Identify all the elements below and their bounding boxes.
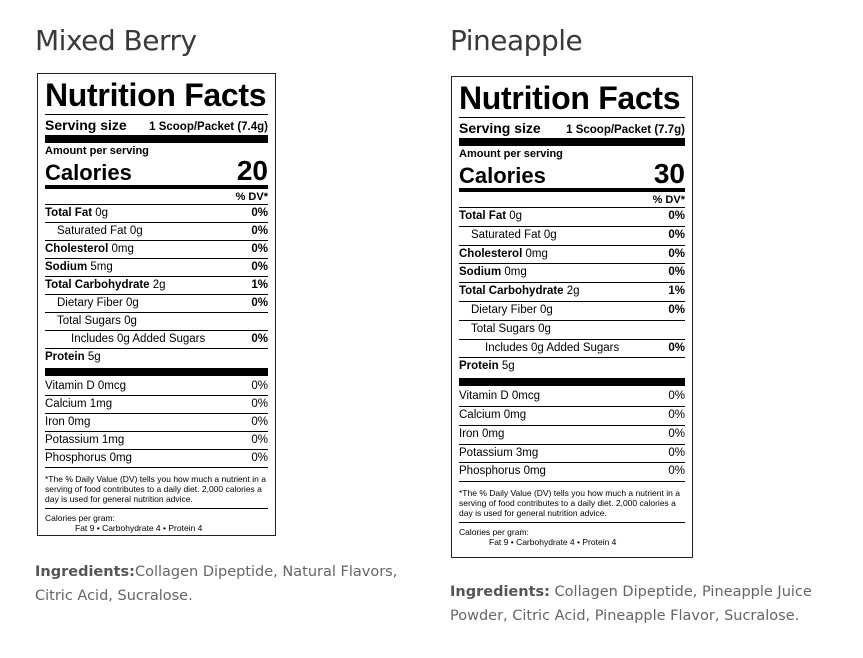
dietary-fiber-row: Dietary Fiber 0g 0%: [459, 302, 685, 321]
cholesterol-row: Cholesterol 0mg 0%: [459, 246, 685, 265]
thick-divider: [459, 138, 685, 146]
total-fat-row: Total Fat 0g 0%: [45, 205, 268, 223]
added-sugars-row: Includes 0g Added Sugars 0%: [459, 340, 685, 359]
dv-header: % DV*: [45, 190, 268, 205]
saturated-fat-row: Saturated Fat 0g 0%: [45, 223, 268, 241]
iron-row: Iron 0mg 0%: [45, 414, 268, 432]
dv-header: % DV*: [459, 193, 685, 208]
total-carbohydrate-row: Total Carbohydrate 2g 1%: [459, 283, 685, 302]
calories-per-gram: Calories per gram: Fat 9 • Carbohydrate …: [459, 527, 617, 548]
calories-row: Calories 20: [45, 155, 268, 186]
phosphorus-row: Phosphorus 0mg 0%: [45, 450, 268, 468]
product-title: Mixed Berry: [35, 24, 197, 57]
thick-divider: [45, 368, 268, 376]
medium-divider: [459, 188, 685, 192]
protein-row: Protein 5g: [459, 360, 515, 373]
calories-per-gram: Calories per gram: Fat 9 • Carbohydrate …: [45, 513, 203, 533]
iron-row: Iron 0mg 0%: [459, 426, 685, 445]
nutrition-facts-title: Nutrition Facts: [459, 80, 681, 116]
dv-footnote: *The % Daily Value (DV) tells you how mu…: [459, 488, 685, 524]
medium-divider: [45, 185, 268, 189]
total-carbohydrate-row: Total Carbohydrate 2g 1%: [45, 277, 268, 295]
total-sugars-row: Total Sugars 0g: [45, 313, 268, 331]
protein-row: Protein 5g: [45, 351, 101, 363]
phosphorus-row: Phosphorus 0mg 0%: [459, 463, 685, 483]
serving-size-row: Serving size 1 Scoop/Packet (7.7g): [459, 117, 685, 136]
vitamin-d-row: Vitamin D 0mcg 0%: [459, 388, 685, 407]
sodium-row: Sodium 5mg 0%: [45, 259, 268, 277]
nutrition-facts-title: Nutrition Facts: [45, 77, 267, 113]
ingredients-text: Ingredients: Collagen Dipeptide, Pineapp…: [450, 584, 812, 624]
total-sugars-row: Total Sugars 0g: [459, 321, 685, 340]
dietary-fiber-row: Dietary Fiber 0g 0%: [45, 295, 268, 313]
calcium-row: Calcium 1mg 0%: [45, 396, 268, 414]
product-title: Pineapple: [450, 24, 583, 57]
amount-per-serving: Amount per serving: [459, 148, 563, 160]
dv-footnote: *The % Daily Value (DV) tells you how mu…: [45, 474, 268, 509]
thick-divider: [459, 378, 685, 387]
thick-divider: [45, 135, 268, 143]
vitamin-d-row: Vitamin D 0mcg 0%: [45, 378, 268, 396]
sodium-row: Sodium 0mg 0%: [459, 264, 685, 284]
calcium-row: Calcium 0mg 0%: [459, 407, 685, 426]
nutrition-facts-label: Nutrition Facts Serving size 1 Scoop/Pac…: [37, 73, 276, 536]
amount-per-serving: Amount per serving: [45, 145, 149, 157]
total-fat-row: Total Fat 0g 0%: [459, 208, 685, 227]
potassium-row: Potassium 3mg 0%: [459, 445, 685, 464]
ingredients-text: Ingredients:Collagen Dipeptide, Natural …: [35, 564, 398, 604]
potassium-row: Potassium 1mg 0%: [45, 432, 268, 450]
calories-row: Calories 30: [459, 158, 685, 189]
nutrition-facts-label: Nutrition Facts Serving size 1 Scoop/Pac…: [451, 76, 693, 558]
cholesterol-row: Cholesterol 0mg 0%: [45, 241, 268, 259]
saturated-fat-row: Saturated Fat 0g 0%: [459, 227, 685, 246]
added-sugars-row: Includes 0g Added Sugars 0%: [45, 331, 268, 349]
serving-size-row: Serving size 1 Scoop/Packet (7.4g): [45, 114, 268, 133]
